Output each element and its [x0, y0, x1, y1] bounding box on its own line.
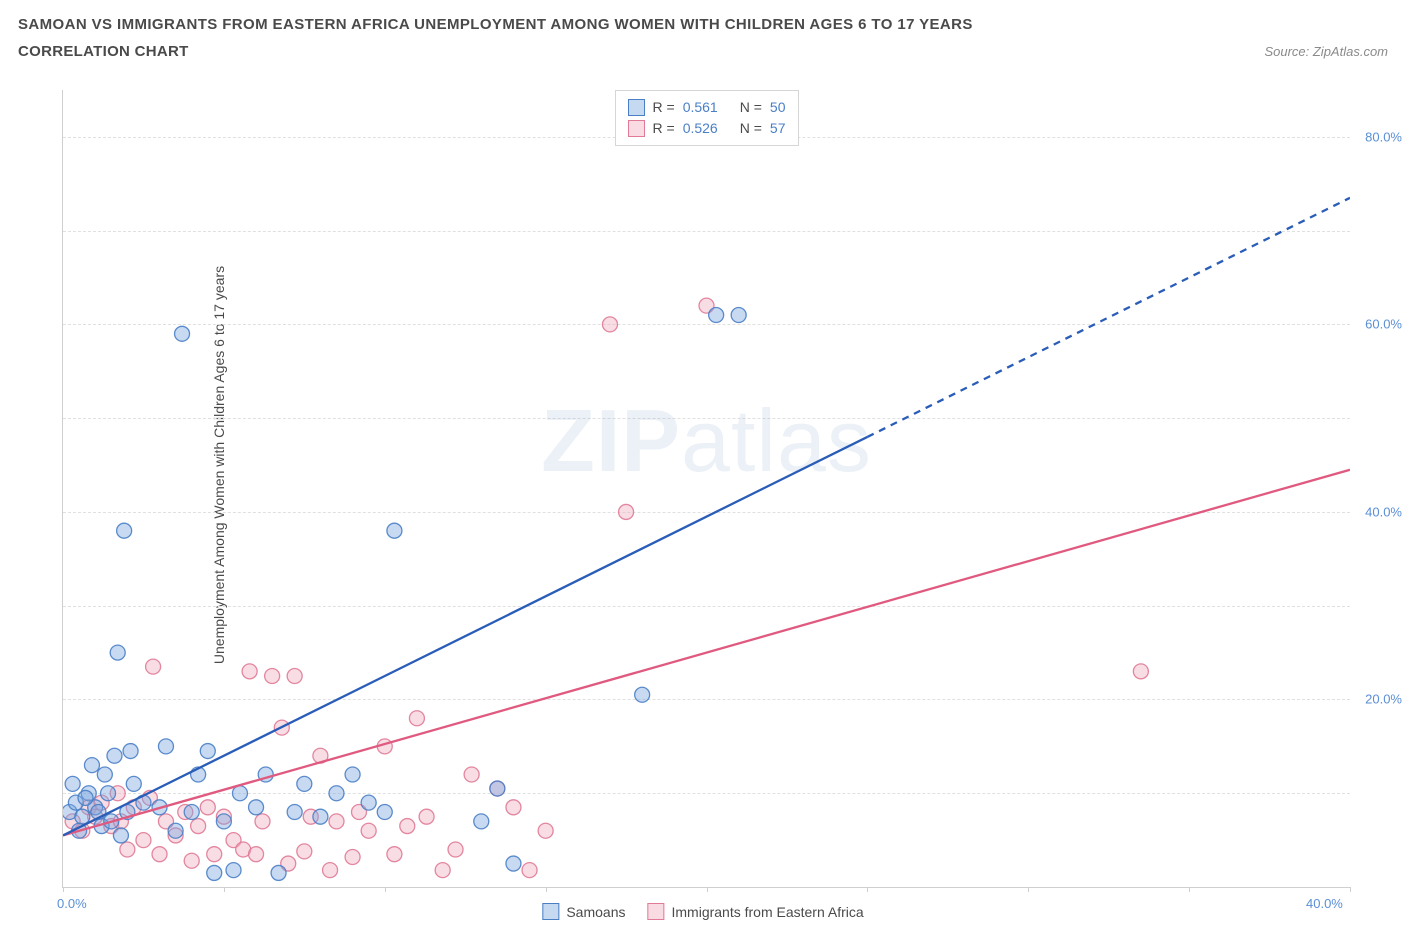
legend-label-1: Samoans — [566, 904, 625, 920]
n-label: N = — [740, 97, 762, 118]
x-tick-label: 40.0% — [1306, 896, 1343, 911]
legend-swatch-1 — [542, 903, 559, 920]
correlation-row-2: R = 0.526 N = 57 — [628, 118, 786, 139]
y-tick-label: 80.0% — [1365, 129, 1402, 144]
n-label-2: N = — [740, 118, 762, 139]
legend-label-2: Immigrants from Eastern Africa — [671, 904, 863, 920]
series-legend: Samoans Immigrants from Eastern Africa — [542, 903, 863, 920]
legend-item-1: Samoans — [542, 903, 625, 920]
y-tick-label: 60.0% — [1365, 317, 1402, 332]
subtitle-row: CORRELATION CHART Source: ZipAtlas.com — [18, 43, 1388, 60]
correlation-row-1: R = 0.561 N = 50 — [628, 97, 786, 118]
x-tick-label: 0.0% — [57, 896, 87, 911]
r-label: R = — [653, 97, 675, 118]
chart-title: SAMOAN VS IMMIGRANTS FROM EASTERN AFRICA… — [18, 14, 1388, 37]
n-value-1: 50 — [770, 97, 786, 118]
chart-source: Source: ZipAtlas.com — [1264, 44, 1388, 59]
plot-svg — [63, 90, 1350, 887]
y-tick-label: 40.0% — [1365, 504, 1402, 519]
r-label-2: R = — [653, 118, 675, 139]
chart-subtitle: CORRELATION CHART — [18, 43, 189, 60]
r-value-1: 0.561 — [683, 97, 718, 118]
r-value-2: 0.526 — [683, 118, 718, 139]
legend-item-2: Immigrants from Eastern Africa — [647, 903, 863, 920]
y-tick-label: 20.0% — [1365, 692, 1402, 707]
swatch-series-1 — [628, 99, 645, 116]
plot-area: R = 0.561 N = 50 R = 0.526 N = 57 ZIPatl… — [62, 90, 1350, 888]
chart-container: SAMOAN VS IMMIGRANTS FROM EASTERN AFRICA… — [0, 0, 1406, 930]
legend-swatch-2 — [647, 903, 664, 920]
n-value-2: 57 — [770, 118, 786, 139]
title-area: SAMOAN VS IMMIGRANTS FROM EASTERN AFRICA… — [0, 0, 1406, 60]
swatch-series-2 — [628, 120, 645, 137]
correlation-legend: R = 0.561 N = 50 R = 0.526 N = 57 — [615, 90, 799, 146]
